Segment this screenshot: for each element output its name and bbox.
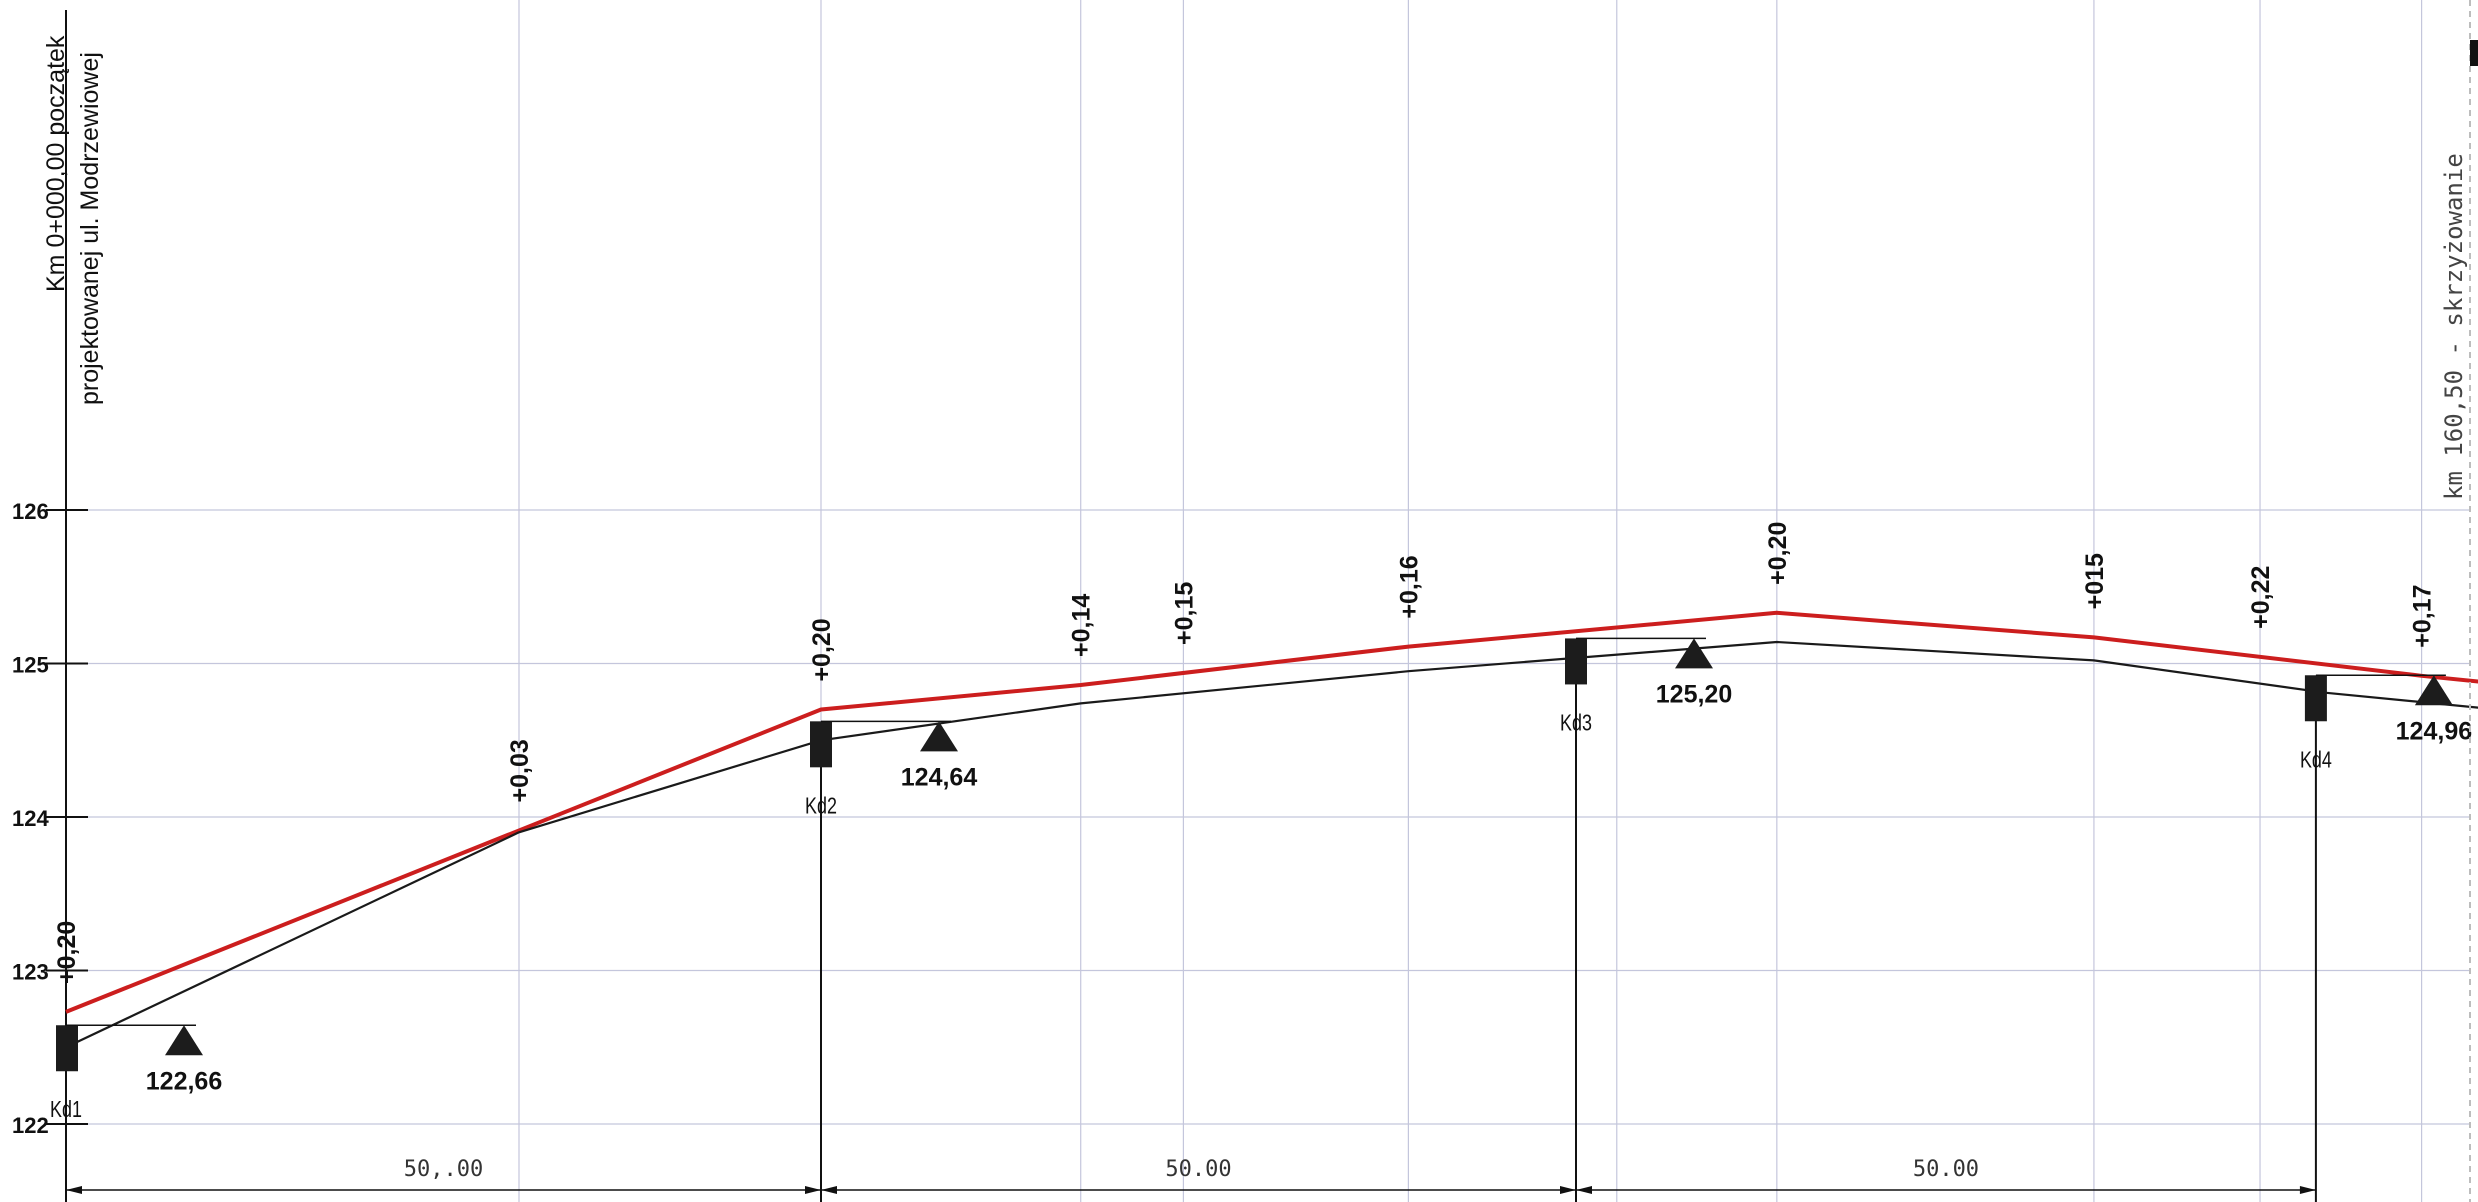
dimension-arrow-start	[821, 1186, 837, 1194]
elevation-difference-label: +015	[2081, 553, 2109, 609]
elevation-tick-label: 122	[12, 1113, 49, 1138]
elevation-difference-label: +0,17	[2409, 585, 2437, 648]
manhole-name-label: Kd2	[805, 793, 837, 819]
elevation-difference-labels: +0,20 +0,03 +0,20 +0,14 +0,15 +0,16 +0,20 +015 +…	[53, 522, 2437, 984]
invert-triangle-icon	[2414, 675, 2453, 706]
invert-level-label: 125,20	[1656, 680, 1732, 708]
elevation-difference-label: +0,03	[506, 739, 534, 802]
manhole-marker	[56, 1025, 78, 1072]
manhole-marker	[810, 721, 832, 768]
elevation-tick-label: 123	[12, 960, 49, 985]
invert-level-label: 124,96	[2396, 717, 2472, 745]
manhole-kd1: 122,66 Kd1	[50, 1024, 222, 1123]
grid-lines	[66, 0, 2470, 1202]
elevation-tick-label: 125	[12, 653, 49, 678]
design-grade-line	[65, 610, 2478, 1014]
elevation-difference-label: +0,15	[1170, 582, 1198, 645]
elevation-difference-label: +0,20	[1764, 522, 1792, 585]
dimension-arrow-end	[805, 1186, 821, 1194]
invert-triangle-icon	[165, 1025, 203, 1056]
invert-level-label: 122,66	[146, 1067, 222, 1095]
profile-lines	[65, 610, 2478, 1049]
dimension-arrow-start	[1576, 1186, 1592, 1194]
dimension-arrow-end	[1560, 1186, 1576, 1194]
distance-dimensions: 50,.00 50.00 50.00	[65, 1157, 2316, 1202]
elevation-difference-label: +0,14	[1068, 594, 1096, 657]
dimension-arrow-end	[2299, 1186, 2316, 1194]
distance-dimension: 50,.00	[65, 1157, 821, 1202]
manhole-kd2: 124,64 Kd2	[805, 720, 978, 1202]
manhole-name-label: Kd3	[1560, 710, 1592, 736]
manhole-marker	[2304, 675, 2327, 722]
segment-length-label: 50.00	[1913, 1157, 1979, 1182]
invert-triangle-icon	[920, 721, 958, 752]
dimension-arrow-start	[66, 1186, 82, 1194]
invert-triangle-icon	[1675, 638, 1713, 669]
elevation-axis: 122 123 124 125 126	[12, 10, 88, 1202]
elevation-difference-label: +0,16	[1395, 555, 1423, 618]
manhole-name-label: Kd4	[2300, 747, 2332, 773]
terrain-line	[65, 640, 2478, 1049]
manhole-marker	[1565, 638, 1587, 685]
manhole-kd4: 124,96 Kd4	[2300, 674, 2472, 1202]
end-station-label: km 160,50 - skrzyżowanie	[2440, 153, 2468, 500]
distance-dimension: 50.00	[820, 1157, 1576, 1202]
elevation-tick-label: 124	[12, 806, 49, 831]
sheet-corner-mark	[2470, 40, 2478, 66]
segment-length-label: 50,.00	[404, 1157, 483, 1182]
manhole-name-label: Kd1	[50, 1097, 82, 1123]
elevation-difference-label: +0,20	[808, 618, 836, 681]
elevation-tick-label: 126	[12, 499, 49, 524]
distance-dimension: 50.00	[1575, 1157, 2316, 1202]
elevation-difference-label: +0,22	[2247, 566, 2275, 629]
invert-level-label: 124,64	[901, 763, 978, 791]
segment-length-label: 50.00	[1165, 1157, 1231, 1182]
manhole-kd3: 125,20 Kd3	[1560, 637, 1732, 1202]
start-station-label-line1: Km 0+000,00 początek	[42, 35, 70, 292]
elevation-difference-label: +0,20	[53, 921, 81, 984]
start-station-label-line2: projektowanej ul. Modrzewiowej	[76, 52, 104, 405]
manholes: 122,66 Kd1 124,64 Kd2 125,20 Kd3 124,96 Kd4	[50, 637, 2472, 1202]
